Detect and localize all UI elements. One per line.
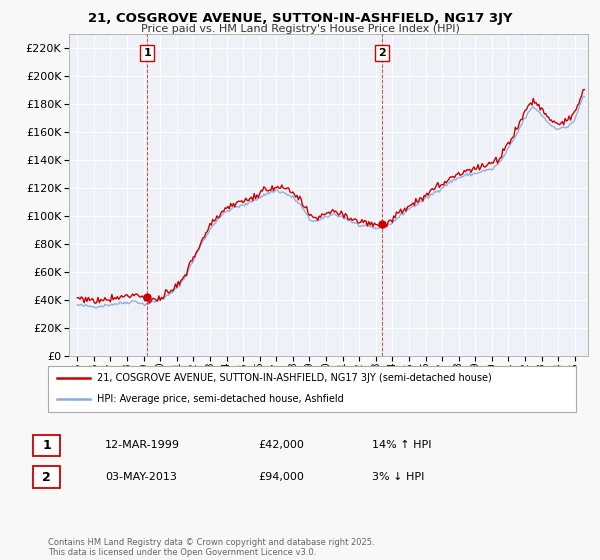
Text: 21, COSGROVE AVENUE, SUTTON-IN-ASHFIELD, NG17 3JY: 21, COSGROVE AVENUE, SUTTON-IN-ASHFIELD,…	[88, 12, 512, 25]
Text: 2: 2	[42, 470, 51, 484]
Text: 21, COSGROVE AVENUE, SUTTON-IN-ASHFIELD, NG17 3JY (semi-detached house): 21, COSGROVE AVENUE, SUTTON-IN-ASHFIELD,…	[97, 373, 492, 383]
Text: 03-MAY-2013: 03-MAY-2013	[105, 472, 177, 482]
Text: 1: 1	[143, 48, 151, 58]
Text: 2: 2	[378, 48, 386, 58]
Text: HPI: Average price, semi-detached house, Ashfield: HPI: Average price, semi-detached house,…	[97, 394, 344, 404]
Text: 1: 1	[42, 438, 51, 452]
Text: 14% ↑ HPI: 14% ↑ HPI	[372, 440, 431, 450]
Text: 12-MAR-1999: 12-MAR-1999	[105, 440, 180, 450]
Text: £94,000: £94,000	[258, 472, 304, 482]
Text: £42,000: £42,000	[258, 440, 304, 450]
Text: Price paid vs. HM Land Registry's House Price Index (HPI): Price paid vs. HM Land Registry's House …	[140, 24, 460, 34]
Text: 3% ↓ HPI: 3% ↓ HPI	[372, 472, 424, 482]
Text: Contains HM Land Registry data © Crown copyright and database right 2025.
This d: Contains HM Land Registry data © Crown c…	[48, 538, 374, 557]
